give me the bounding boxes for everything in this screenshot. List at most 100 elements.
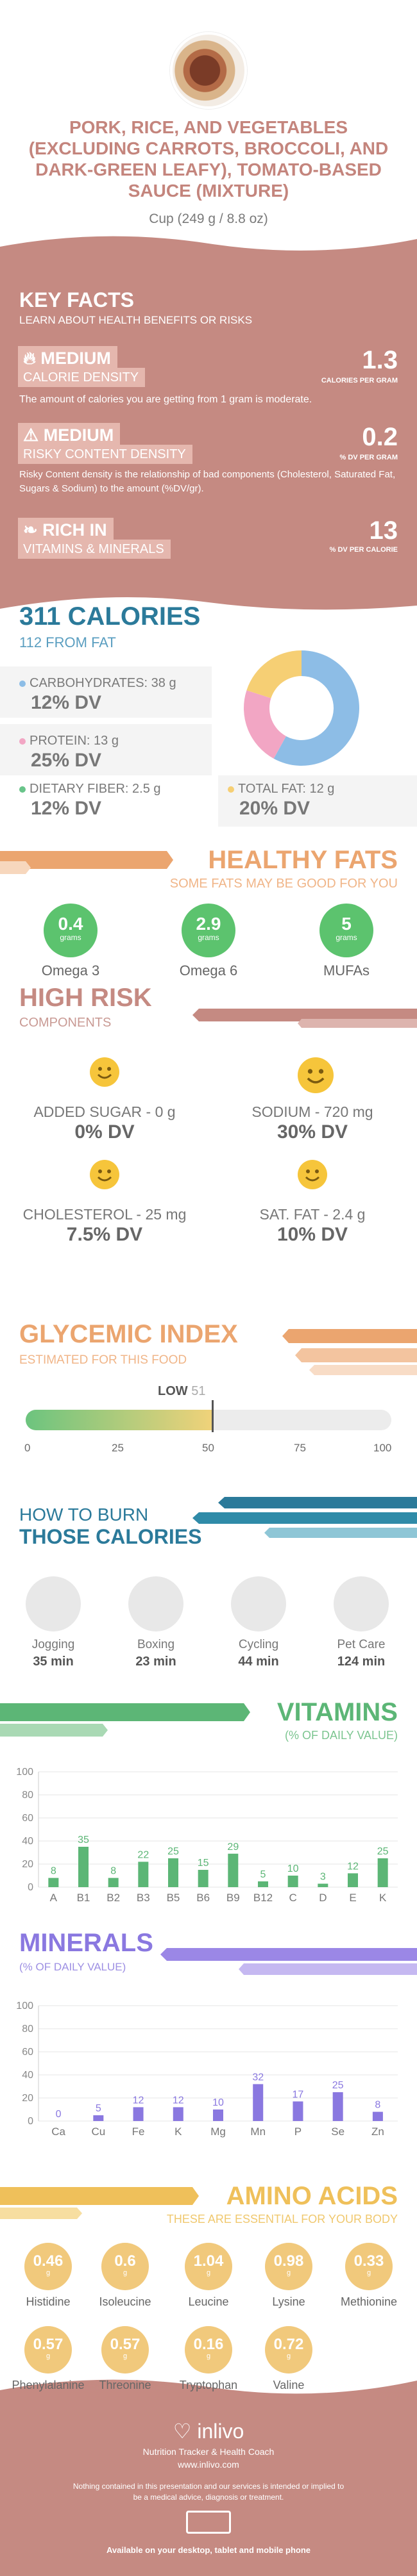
bar-value-label: 5 (96, 2103, 101, 2114)
bar (372, 2111, 383, 2121)
bar-value-label: 35 (78, 1835, 89, 1845)
x-tick-label: B3 (137, 1892, 150, 1904)
bar (332, 2092, 343, 2121)
x-tick-label: K (174, 2126, 182, 2138)
y-tick-label: 60 (22, 2047, 33, 2058)
glycemic-tick: 100 (373, 1442, 392, 1454)
pet-care-icon (334, 1576, 389, 1631)
risky-density-label: RISKY CONTENT DENSITY (18, 445, 192, 464)
smile-face-icon (298, 1057, 334, 1093)
bar (198, 1870, 208, 1887)
grin-face-icon (90, 1057, 119, 1087)
y-tick-label: 40 (22, 1836, 33, 1847)
histidine-circle: 0.46 g (24, 2243, 72, 2290)
devices-icon (186, 2511, 231, 2534)
bar-value-label: 12 (133, 2095, 144, 2106)
leucine-circle: 1.04 g (185, 2243, 232, 2290)
cholesterol-dv: 7.5% DV (66, 1224, 143, 1245)
protein-label: PROTEIN: 13 g (19, 734, 119, 748)
x-tick-label: E (349, 1892, 356, 1904)
rich-in-value: 13 (369, 516, 398, 545)
minerals-ribbon (160, 1948, 417, 1975)
bar-value-label: 25 (377, 1846, 389, 1857)
minerals-subtitle: (% OF DAILY VALUE) (19, 1961, 126, 1973)
pie-slice (246, 650, 302, 698)
warning-icon: ⚠︎ (23, 425, 39, 445)
mufa-label: MUFAs (323, 962, 370, 978)
amino-title: AMINO ACIDS (226, 2182, 398, 2210)
risky-density-badge: ⚠︎ MEDIUM (18, 423, 121, 445)
healthy-fats-ribbon (0, 851, 173, 874)
isoleucine-circle: 0.6 g (101, 2243, 149, 2290)
boxing-label: Boxing (137, 1638, 175, 1651)
burn-title-2: THOSE CALORIES (19, 1525, 202, 1548)
risky-density-value: 0.2 (362, 423, 398, 451)
footer-url[interactable]: www.inlivo.com (178, 2459, 239, 2470)
bar-value-label: 15 (198, 1858, 209, 1869)
bar-value-label: 25 (332, 2080, 344, 2091)
y-tick-label: 100 (16, 1767, 33, 1778)
bar (93, 2115, 104, 2121)
bar (377, 1858, 388, 1887)
high-risk-title: HIGH RISK (19, 984, 152, 1012)
bar (48, 1878, 59, 1887)
y-tick-label: 0 (28, 2116, 33, 2127)
omega3-circle: 0.4 grams (44, 904, 98, 957)
x-tick-label: D (319, 1892, 327, 1904)
bar-value-label: 8 (51, 1866, 56, 1877)
x-tick-label: Cu (91, 2126, 105, 2138)
glycemic-fill (26, 1410, 212, 1430)
lysine-label: Lysine (272, 2295, 305, 2308)
footer-disclaimer: Nothing contained in this presentation a… (72, 2482, 345, 2502)
bar (253, 2084, 264, 2121)
carbs-dv: 12% DV (31, 692, 102, 713)
glycemic-subtitle: ESTIMATED FOR THIS FOOD (19, 1353, 187, 1367)
healthy-fats-title: HEALTHY FATS (208, 846, 398, 874)
leucine-label: Leucine (188, 2295, 229, 2308)
high-risk-ribbon (192, 1009, 417, 1028)
sat-fat-label: SAT. FAT - 2.4 g (259, 1206, 366, 1223)
rich-in-unit: % DV PER CALORIE (329, 546, 398, 554)
flame-icon: 🔥︎ (23, 349, 36, 368)
vitamins-title: VITAMINS (277, 1698, 398, 1726)
x-tick-label: Ca (51, 2126, 65, 2138)
footer-background (0, 2379, 417, 2576)
leaf-icon: ❧ (23, 520, 38, 540)
footer-tagline: Nutrition Tracker & Health Coach (142, 2447, 275, 2457)
valine-label: Valine (273, 2379, 305, 2391)
threonine-circle: 0.57 g (101, 2326, 149, 2374)
y-tick-label: 20 (22, 1859, 33, 1870)
bar-value-label: 32 (252, 2072, 264, 2083)
heart-icon: ♡ (173, 2420, 192, 2443)
x-tick-label: Mg (210, 2126, 226, 2138)
valine-circle: 0.72 g (265, 2326, 312, 2374)
mufa-circle: 5 grams (319, 904, 373, 957)
bar-value-label: 10 (212, 2097, 224, 2108)
cholesterol-label: CHOLESTEROL - 25 mg (22, 1206, 187, 1223)
bar (287, 1876, 298, 1887)
sat-fat-dv: 10% DV (277, 1224, 348, 1245)
risky-density-unit: % DV PER GRAM (339, 454, 398, 461)
bar (228, 1853, 239, 1887)
threonine-label: Threonine (99, 2379, 151, 2391)
y-tick-label: 0 (28, 1882, 33, 1893)
x-tick-label: A (50, 1892, 58, 1904)
jogging-icon (26, 1576, 81, 1631)
pie-slice (244, 690, 286, 759)
bar (78, 1847, 89, 1887)
jogging-label: Jogging (31, 1638, 75, 1651)
bar (108, 1878, 119, 1887)
vitamins-subtitle: (% OF DAILY VALUE) (284, 1729, 398, 1742)
boxing-icon (128, 1576, 183, 1631)
glycemic-title: GLYCEMIC INDEX (19, 1320, 238, 1348)
isoleucine-label: Isoleucine (99, 2295, 151, 2308)
added-sugar-label: ADDED SUGAR - 0 g (33, 1103, 176, 1120)
key-facts-title: KEY FACTS (19, 288, 134, 311)
bar (293, 2101, 303, 2121)
fat-dv: 20% DV (239, 798, 311, 819)
cycling-icon (231, 1576, 286, 1631)
calories-from-fat: 112 FROM FAT (19, 634, 116, 650)
omega6-circle: 2.9 grams (182, 904, 235, 957)
x-tick-label: Fe (132, 2126, 145, 2138)
y-tick-label: 40 (22, 2070, 33, 2081)
